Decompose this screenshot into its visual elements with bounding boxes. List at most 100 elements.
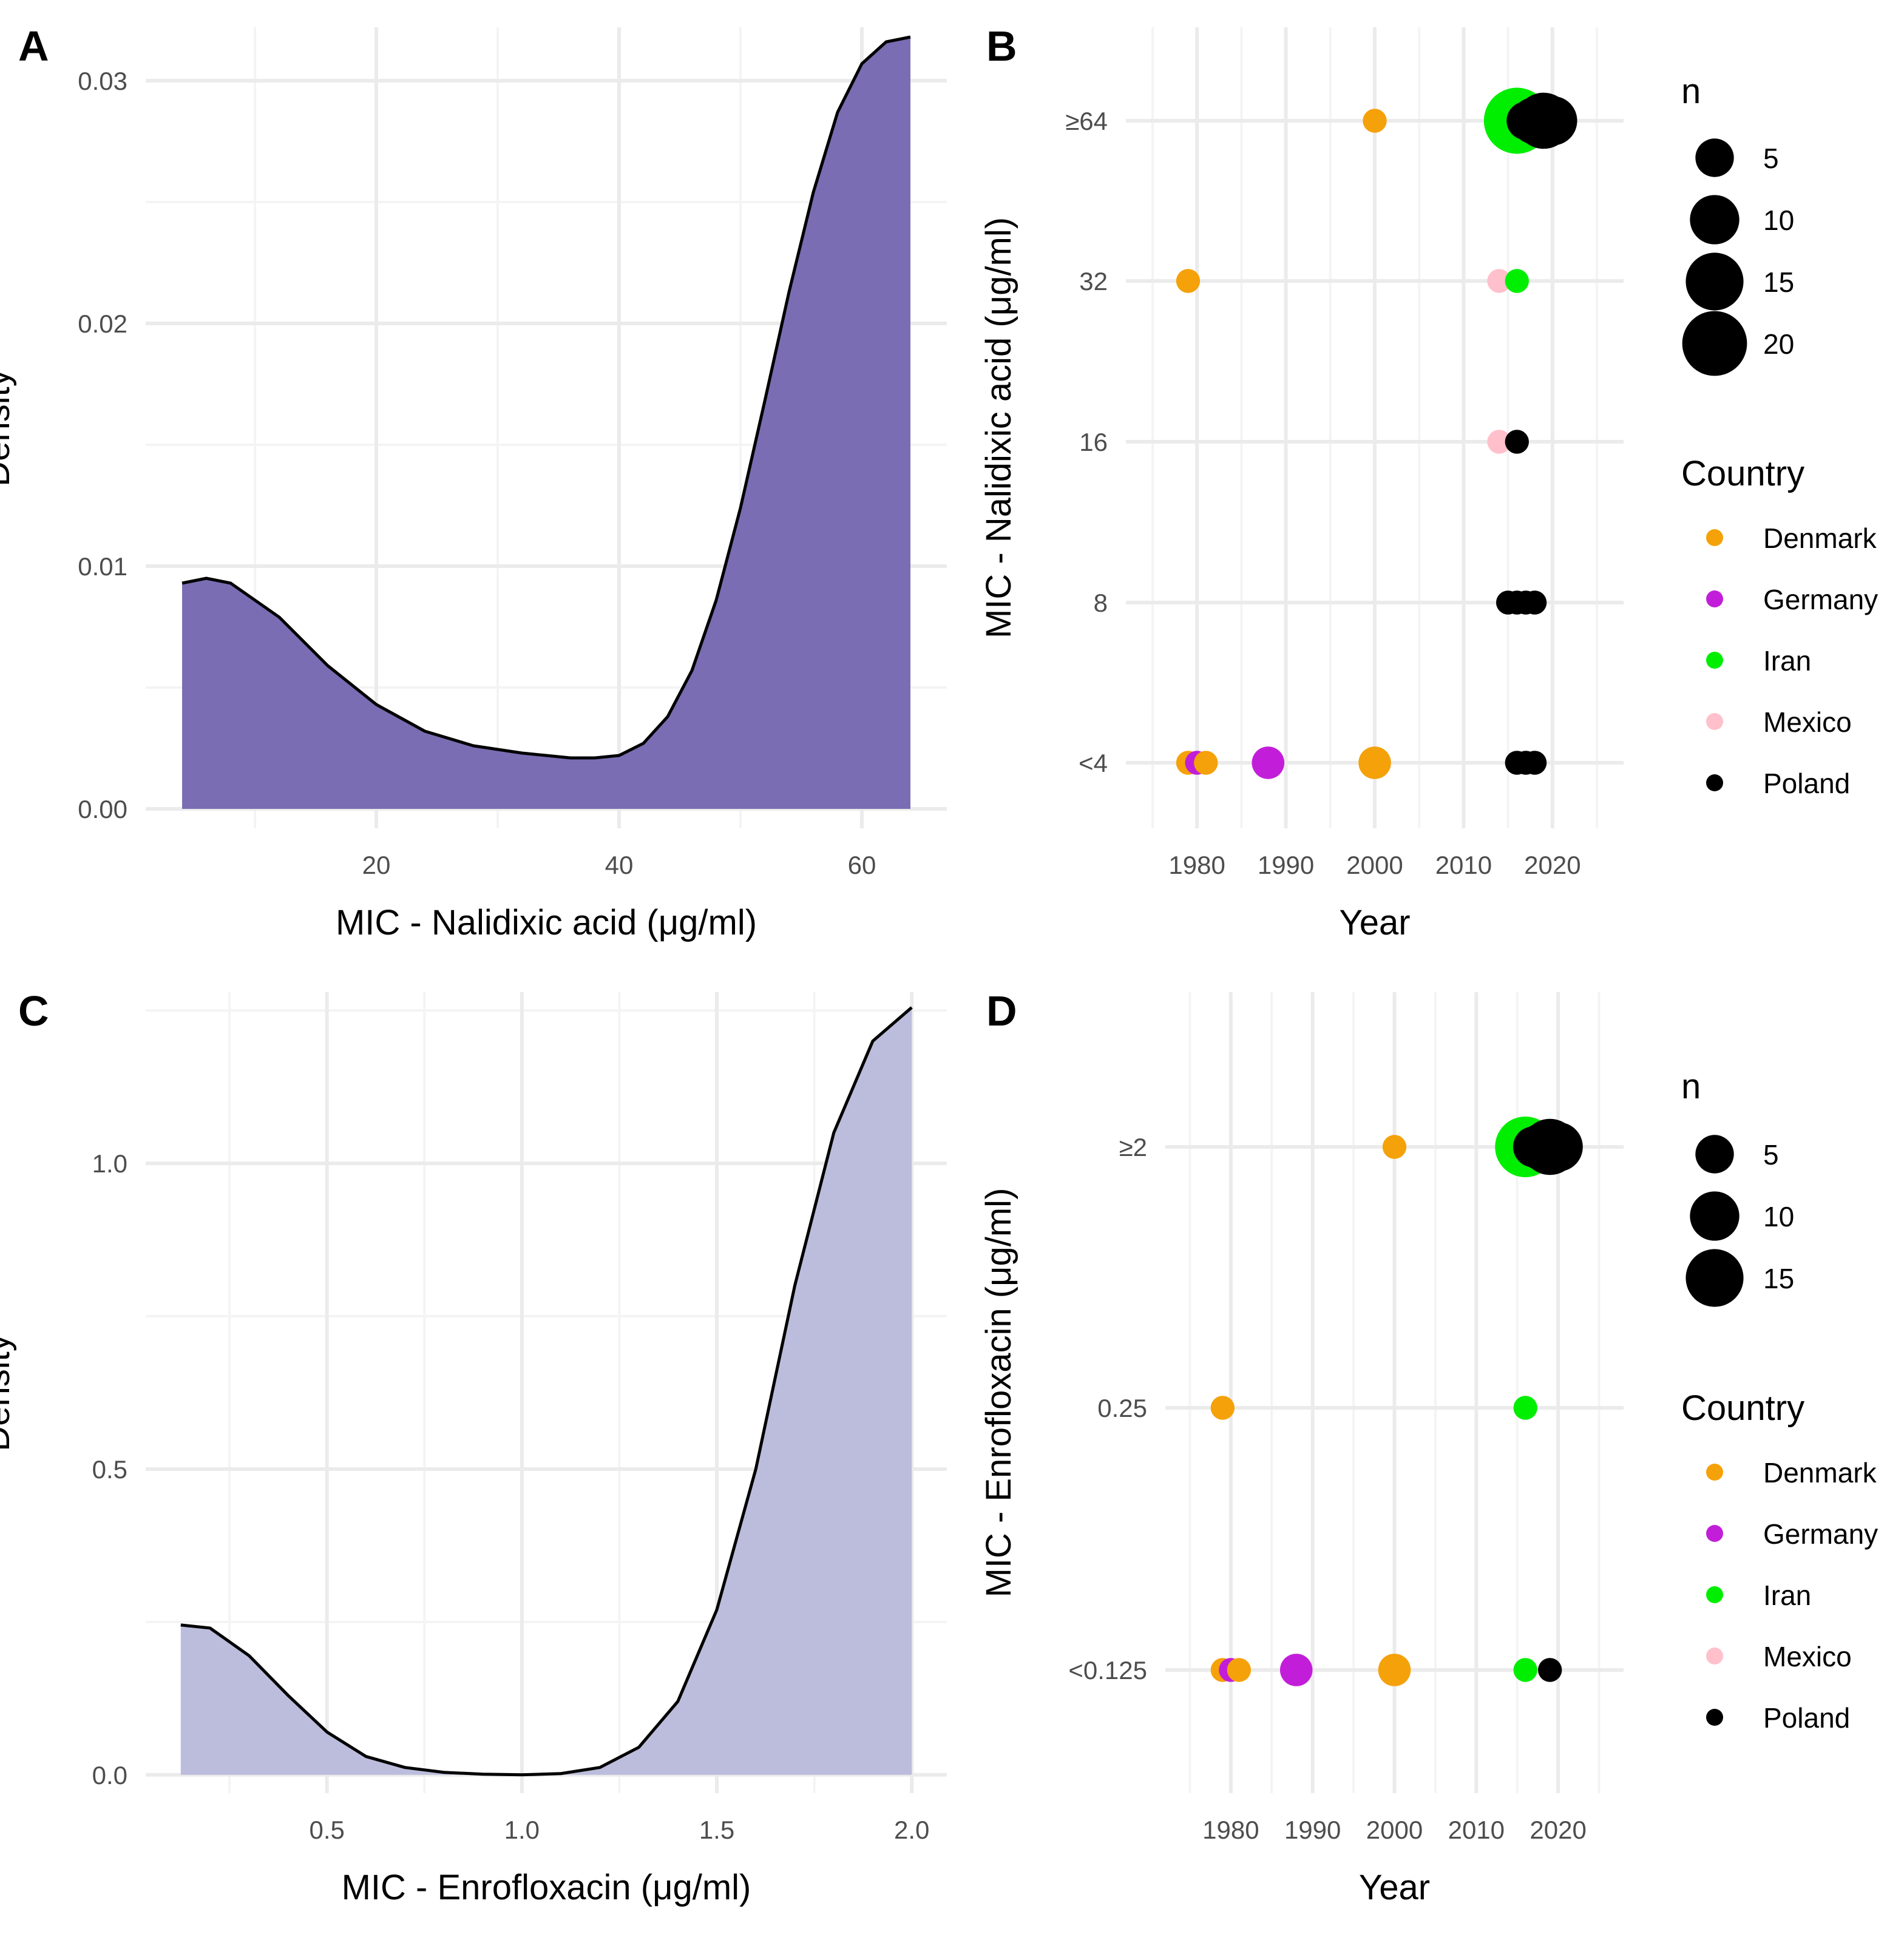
- legend-country-key: [1706, 652, 1723, 669]
- y-axis-title: Density: [0, 369, 17, 486]
- legend-size-key: [1690, 1191, 1740, 1241]
- x-axis-title: Year: [1339, 903, 1410, 942]
- x-tick-label: 2.0: [894, 1816, 929, 1844]
- point-poland: [1505, 430, 1529, 454]
- legend-country-key: [1706, 1648, 1723, 1665]
- legend-country-key: [1706, 713, 1723, 730]
- legend-size-label: 10: [1763, 204, 1794, 236]
- panel-d: 1980 1990 2000 2010 2020 <0.125 0.25 ≥2 Year MIC …: [979, 987, 1878, 1907]
- x-tick-label: 1.5: [699, 1816, 734, 1844]
- legend-size-label: 10: [1763, 1201, 1794, 1232]
- x-tick-label: 2020: [1530, 1816, 1586, 1844]
- point-denmark: [1382, 1135, 1407, 1159]
- x-tick-label: 40: [605, 851, 634, 879]
- y-tick-label: 0.25: [1097, 1394, 1147, 1422]
- point-iran: [1505, 269, 1529, 293]
- legend-country: Country Denmark Germany Iran Mexico Poland: [1681, 454, 1878, 799]
- y-tick-label: 0.0: [92, 1761, 127, 1790]
- point-mexico: [1487, 269, 1511, 293]
- point-denmark: [1378, 1654, 1411, 1686]
- legend-country-label: Iran: [1763, 645, 1811, 677]
- panel-label: B: [986, 22, 1017, 70]
- y-tick-label: 0.02: [78, 309, 127, 338]
- legend-size-key: [1695, 1135, 1734, 1174]
- y-tick-label: <4: [1079, 749, 1108, 777]
- x-tick-label: 0.5: [309, 1816, 344, 1844]
- legend-size-key: [1690, 195, 1740, 245]
- x-axis-title: MIC - Nalidixic acid (μg/ml): [336, 903, 757, 942]
- point-iran: [1513, 1658, 1537, 1682]
- point-poland: [1522, 590, 1547, 615]
- y-tick-label: ≥2: [1119, 1133, 1147, 1161]
- point-poland: [1537, 1658, 1562, 1682]
- x-axis-title: Year: [1359, 1868, 1430, 1907]
- legend-country-label: Poland: [1763, 768, 1850, 799]
- legend-country-label: Mexico: [1763, 1641, 1852, 1672]
- x-tick-label: 1990: [1284, 1816, 1341, 1844]
- y-tick-label: 0.03: [78, 67, 127, 95]
- x-tick-label: 2010: [1435, 851, 1492, 879]
- legend-size-key: [1695, 138, 1734, 177]
- y-tick-label: ≥64: [1065, 107, 1108, 135]
- x-tick-label: 1990: [1258, 851, 1314, 879]
- legend-country-label: Iran: [1763, 1580, 1811, 1611]
- legend-country-key: [1706, 1525, 1723, 1542]
- legend-size-label: 15: [1763, 1263, 1794, 1294]
- x-tick-label: 1980: [1168, 851, 1225, 879]
- x-tick-label: 2000: [1346, 851, 1403, 879]
- x-tick-label: 2020: [1524, 851, 1580, 879]
- point-iran: [1513, 1396, 1537, 1420]
- y-axis-title: MIC - Nalidixic acid (μg/ml): [979, 217, 1018, 638]
- y-tick-label: 0.5: [92, 1455, 127, 1484]
- panel-a: 20 40 60 0.00 0.01 0.02 0.03 MIC - Nalidixic ac…: [0, 22, 947, 942]
- point-denmark: [1210, 1396, 1235, 1420]
- point-poland: [1528, 96, 1577, 146]
- legend-country-key: [1706, 1709, 1723, 1726]
- point-denmark: [1194, 751, 1218, 775]
- legend-size-key: [1685, 1249, 1744, 1307]
- point-germany: [1279, 1654, 1313, 1686]
- legend-size-key: [1685, 252, 1744, 311]
- panel-label: D: [986, 987, 1017, 1035]
- legend-size-title: n: [1681, 72, 1701, 111]
- x-tick-label: 1.0: [504, 1816, 540, 1844]
- legend-country-key: [1706, 1586, 1723, 1603]
- y-tick-label: 8: [1094, 589, 1108, 617]
- legend-country-key: [1706, 529, 1723, 546]
- legend-size-label: 15: [1763, 266, 1794, 298]
- legend-size-label: 5: [1763, 1139, 1779, 1171]
- legend-country-key: [1706, 1464, 1723, 1481]
- y-tick-label: 1.0: [92, 1149, 127, 1178]
- density-curve: [180, 1006, 913, 1777]
- x-tick-label: 20: [362, 851, 391, 879]
- legend-size-label: 20: [1763, 328, 1794, 360]
- x-tick-label: 60: [848, 851, 876, 879]
- legend-size-title: n: [1681, 1067, 1701, 1106]
- legend-country-label: Germany: [1763, 584, 1878, 615]
- y-axis-title: Density: [0, 1334, 17, 1451]
- panel-c: 0.5 1.0 1.5 2.0 0.0 0.5 1.0 MIC - Enrofloxacin …: [0, 987, 947, 1907]
- density-area: [182, 37, 910, 809]
- x-tick-label: 2000: [1366, 1816, 1423, 1844]
- legend-country-title: Country: [1681, 454, 1804, 493]
- y-tick-label: 16: [1079, 428, 1108, 456]
- x-axis-title: MIC - Enrofloxacin (μg/ml): [342, 1868, 751, 1907]
- panel-label: C: [18, 987, 49, 1035]
- legend-country-label: Denmark: [1763, 1457, 1877, 1489]
- point-denmark: [1363, 109, 1387, 133]
- point-denmark: [1227, 1658, 1252, 1682]
- legend-country-label: Poland: [1763, 1702, 1850, 1734]
- legend-country-key: [1706, 590, 1723, 607]
- point-denmark: [1358, 746, 1391, 779]
- legend-country-label: Germany: [1763, 1518, 1878, 1550]
- legend-country-key: [1706, 774, 1723, 791]
- legend-size-label: 5: [1763, 143, 1779, 174]
- point-poland: [1533, 1122, 1583, 1172]
- y-tick-label: 0.00: [78, 795, 127, 823]
- point-mexico: [1487, 430, 1511, 454]
- point-germany: [1252, 746, 1285, 779]
- legend-size: n 5 10 15: [1681, 1067, 1794, 1307]
- y-tick-label: <0.125: [1068, 1656, 1147, 1685]
